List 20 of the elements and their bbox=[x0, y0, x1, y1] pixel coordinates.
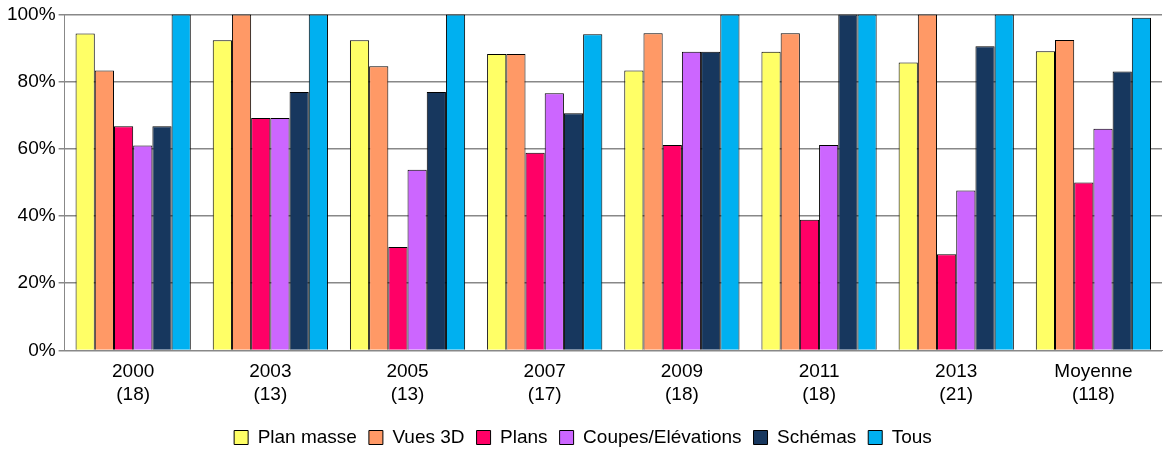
legend-label: Plans bbox=[500, 425, 548, 447]
x-tick-label: 2003 (13) bbox=[249, 360, 292, 404]
y-tick-label: 100% bbox=[6, 2, 56, 24]
legend-label: Plan masse bbox=[257, 425, 357, 447]
legend-label: Vues 3D bbox=[392, 425, 465, 447]
y-tick-label: 20% bbox=[17, 271, 56, 293]
x-tick-label: Moyenne (118) bbox=[1054, 360, 1133, 404]
legend-label: Tous bbox=[891, 425, 932, 447]
x-tick-label: 2011 (18) bbox=[798, 360, 840, 404]
legend-label: Coupes/Elévations bbox=[583, 425, 742, 447]
y-tick-label: 40% bbox=[17, 204, 56, 226]
x-tick-label: 2000 (18) bbox=[112, 360, 155, 404]
x-tick-label: 2005 (13) bbox=[386, 360, 429, 404]
y-tick-label: 0% bbox=[28, 338, 56, 360]
x-tick-label: 2009 (18) bbox=[660, 360, 704, 404]
x-tick-label: 2007 (17) bbox=[523, 360, 566, 404]
legend-label: Schémas bbox=[777, 425, 857, 447]
x-tick-label: 2013 (21) bbox=[935, 360, 978, 404]
y-tick-label: 60% bbox=[17, 137, 56, 159]
y-tick-label: 80% bbox=[17, 69, 56, 91]
